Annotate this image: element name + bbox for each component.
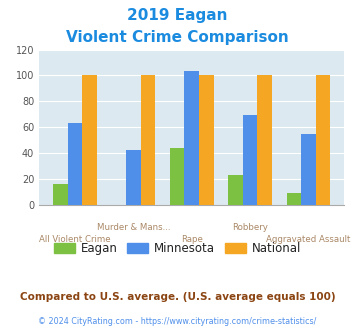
Bar bbox=[228, 175, 243, 205]
Text: Compared to U.S. average. (U.S. average equals 100): Compared to U.S. average. (U.S. average … bbox=[20, 292, 335, 302]
Bar bbox=[126, 150, 141, 205]
Text: Murder & Mans...: Murder & Mans... bbox=[97, 223, 170, 232]
Legend: Eagan, Minnesota, National: Eagan, Minnesota, National bbox=[49, 237, 306, 260]
Bar bbox=[170, 148, 184, 205]
Bar bbox=[243, 115, 257, 205]
Bar bbox=[257, 75, 272, 205]
Text: 2019 Eagan: 2019 Eagan bbox=[127, 8, 228, 23]
Bar bbox=[199, 75, 214, 205]
Bar bbox=[316, 75, 331, 205]
Bar bbox=[82, 75, 97, 205]
Bar bbox=[184, 72, 199, 205]
Text: All Violent Crime: All Violent Crime bbox=[39, 235, 111, 244]
Text: Violent Crime Comparison: Violent Crime Comparison bbox=[66, 30, 289, 45]
Text: Rape: Rape bbox=[181, 235, 203, 244]
Text: © 2024 CityRating.com - https://www.cityrating.com/crime-statistics/: © 2024 CityRating.com - https://www.city… bbox=[38, 317, 317, 326]
Text: Robbery: Robbery bbox=[232, 223, 268, 232]
Bar bbox=[67, 123, 82, 205]
Text: Aggravated Assault: Aggravated Assault bbox=[266, 235, 351, 244]
Bar bbox=[301, 134, 316, 205]
Bar bbox=[141, 75, 155, 205]
Bar bbox=[53, 184, 67, 205]
Bar bbox=[286, 193, 301, 205]
